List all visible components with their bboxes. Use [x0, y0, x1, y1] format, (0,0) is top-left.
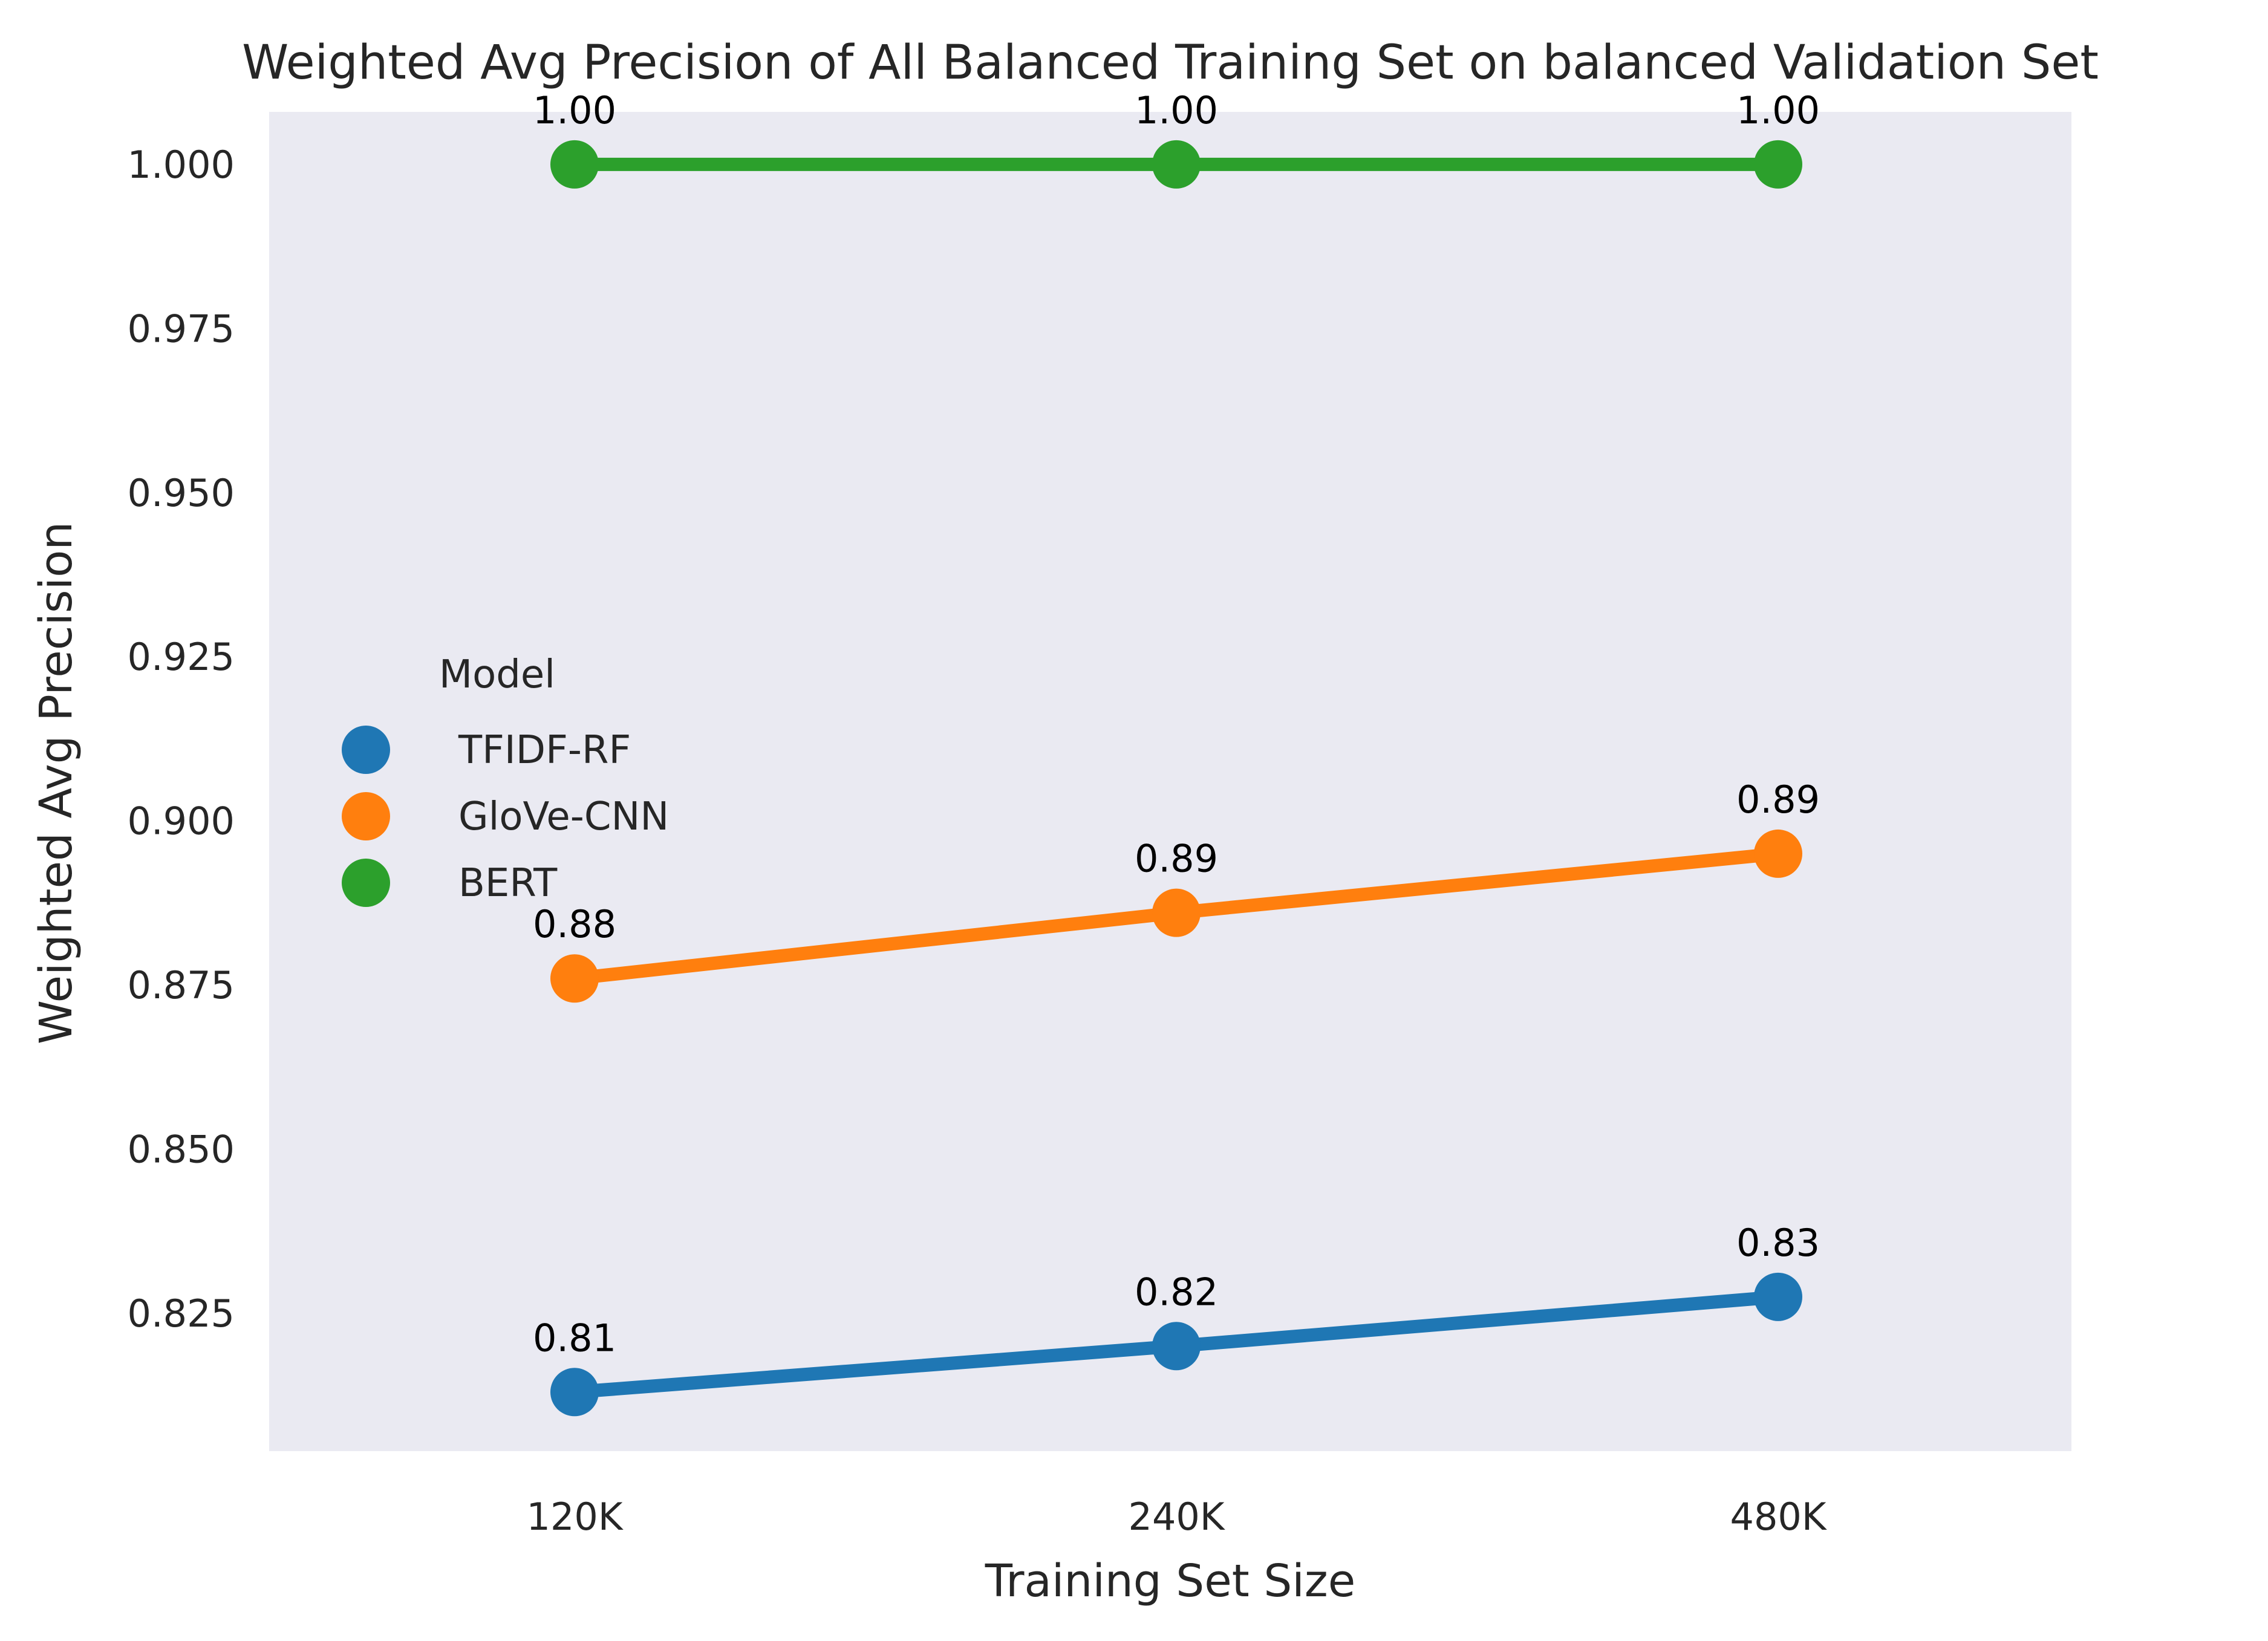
x-axis-label: Training Set Size	[985, 1555, 1355, 1607]
data-point	[550, 1368, 599, 1417]
legend-items: TFIDF-RF GloVe-CNN BERT	[342, 726, 669, 907]
y-tick-label: 0.950	[128, 471, 235, 515]
y-tick-label: 0.875	[128, 963, 235, 1007]
y-tick-label: 0.900	[128, 799, 235, 843]
legend-label: BERT	[458, 861, 558, 906]
data-label: 1.00	[1135, 88, 1218, 132]
legend-title: Model	[439, 652, 555, 697]
data-label: 0.89	[1135, 837, 1218, 881]
legend-marker	[342, 726, 390, 774]
chart-title: Weighted Avg Precision of All Balanced T…	[242, 36, 2099, 90]
legend-marker	[342, 859, 390, 907]
plot-area	[269, 112, 2071, 1451]
legend: Model TFIDF-RF GloVe-CNN BERT	[342, 652, 669, 907]
x-tick-label: 240K	[1129, 1495, 1225, 1539]
data-point	[550, 140, 599, 189]
series-points	[550, 140, 1802, 1417]
data-label: 0.81	[533, 1316, 616, 1360]
y-tick-label: 1.000	[128, 143, 235, 187]
data-point	[1152, 140, 1201, 189]
data-label: 0.82	[1135, 1270, 1218, 1314]
data-label: 1.00	[533, 88, 616, 132]
y-tick-label: 0.850	[128, 1128, 235, 1172]
data-label: 0.88	[533, 902, 616, 946]
data-point	[1754, 140, 1802, 189]
data-label: 1.00	[1736, 88, 1820, 132]
y-tick-label: 0.825	[128, 1292, 235, 1336]
y-axis-label: Weighted Avg Precision	[30, 522, 82, 1045]
x-tick-label: 480K	[1730, 1495, 1827, 1539]
x-axis-ticks: 120K 240K 480K	[527, 1495, 1827, 1539]
data-point	[550, 954, 599, 1003]
legend-label: TFIDF-RF	[458, 728, 631, 773]
legend-label: GloVe-CNN	[458, 795, 669, 839]
data-point	[1754, 1272, 1802, 1321]
data-point	[1152, 1322, 1201, 1371]
data-point	[1754, 829, 1802, 878]
data-point	[1152, 888, 1201, 937]
data-label: 0.83	[1736, 1221, 1820, 1265]
data-label: 0.89	[1736, 778, 1820, 822]
y-tick-label: 0.975	[128, 307, 235, 351]
y-tick-label: 0.925	[128, 635, 235, 679]
data-labels: 0.81 0.82 0.83 0.88 0.89 0.89 1.00 1.00 1.00	[533, 88, 1820, 1360]
legend-marker	[342, 792, 390, 840]
x-tick-label: 120K	[527, 1495, 624, 1539]
y-axis-ticks: 0.825 0.850 0.875 0.900 0.925 0.950 0.975 1.000	[128, 143, 235, 1336]
